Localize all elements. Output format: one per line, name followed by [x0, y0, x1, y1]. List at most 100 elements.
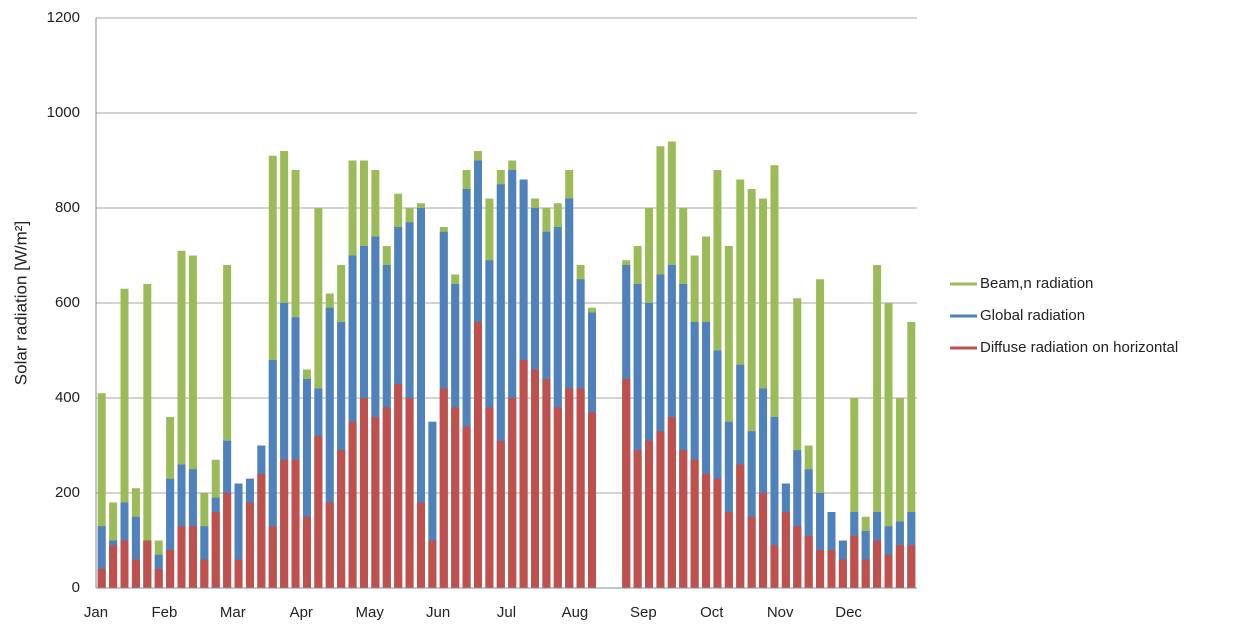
bar: [416, 208, 425, 588]
y-axis-label: Solar radiation [W/m²]: [11, 221, 30, 385]
x-tick-label: Mar: [220, 604, 246, 621]
bar: [428, 540, 437, 588]
bar: [804, 535, 813, 588]
bar: [154, 569, 163, 588]
bar: [702, 322, 711, 588]
bar: [724, 512, 733, 588]
bar: [645, 440, 654, 588]
x-tick-label: Sep: [630, 604, 657, 621]
bar: [359, 398, 368, 588]
y-tick-label: 1000: [47, 104, 80, 121]
bar: [188, 255, 197, 588]
bar: [462, 426, 471, 588]
bar: [633, 284, 642, 588]
bar: [223, 493, 232, 588]
bar: [838, 559, 847, 588]
bar: [314, 436, 323, 588]
bar: [234, 483, 243, 588]
bar: [280, 303, 289, 588]
bar: [690, 322, 699, 588]
y-tick-label: 200: [55, 484, 80, 501]
bar: [759, 388, 768, 588]
bar: [747, 431, 756, 588]
bar: [713, 478, 722, 588]
bar: [895, 398, 904, 588]
bar: [656, 431, 665, 588]
y-tick-label: 400: [55, 389, 80, 406]
bar: [690, 459, 699, 588]
bar: [268, 526, 277, 588]
bar: [462, 189, 471, 588]
bar: [280, 459, 289, 588]
bar: [816, 279, 825, 588]
bar: [713, 350, 722, 588]
legend-label: Diffuse radiation on horizontal: [980, 339, 1178, 356]
bar: [553, 407, 562, 588]
bar: [679, 284, 688, 588]
bar: [861, 559, 870, 588]
bar: [245, 502, 254, 588]
x-tick-label: Aug: [562, 604, 589, 621]
bar: [131, 559, 140, 588]
bar: [895, 545, 904, 588]
bar: [223, 265, 232, 588]
bar: [120, 540, 129, 588]
x-tick-label: May: [355, 604, 384, 621]
bar: [200, 559, 209, 588]
y-tick-label: 800: [55, 199, 80, 216]
bar: [291, 459, 300, 588]
x-tick-label: Jan: [84, 604, 108, 621]
x-tick-label: Jul: [497, 604, 516, 621]
bar: [348, 421, 357, 588]
x-tick-label: Apr: [290, 604, 313, 621]
bar: [816, 493, 825, 588]
bar: [907, 322, 916, 588]
bar: [131, 516, 140, 588]
bar: [702, 474, 711, 588]
bar: [531, 369, 539, 588]
bar: [576, 388, 585, 588]
bar: [633, 450, 642, 588]
bar: [804, 469, 813, 588]
bar: [371, 236, 380, 588]
bar: [302, 516, 311, 588]
bar: [177, 526, 186, 588]
bar: [542, 379, 551, 588]
bar: [200, 526, 209, 588]
legend-label: Global radiation: [980, 307, 1085, 324]
bar: [416, 502, 425, 588]
bar: [496, 184, 505, 588]
bar: [337, 450, 346, 588]
bar: [679, 450, 688, 588]
bar: [302, 379, 311, 588]
bar: [519, 360, 528, 588]
x-tick-label: Nov: [767, 604, 794, 621]
bar: [166, 478, 175, 588]
bar: [291, 317, 300, 588]
y-tick-label: 1200: [47, 9, 80, 26]
bar: [325, 502, 334, 588]
bar: [143, 284, 152, 588]
bar: [781, 512, 790, 588]
bar: [371, 417, 380, 588]
bar: [747, 189, 756, 588]
bar: [211, 512, 220, 588]
bar: [394, 383, 403, 588]
bar: [177, 250, 186, 588]
bar: [97, 569, 106, 588]
y-tick-label: 0: [72, 579, 80, 596]
x-tick-label: Oct: [700, 604, 724, 621]
bar: [884, 554, 893, 588]
y-tick-label: 600: [55, 294, 80, 311]
legend-label: Beam,n radiation: [980, 275, 1093, 292]
bar: [97, 393, 106, 588]
bar: [508, 170, 517, 588]
bar: [428, 421, 437, 588]
bar: [793, 450, 802, 588]
bar: [588, 412, 597, 588]
bar: [724, 421, 733, 588]
bar: [451, 407, 460, 588]
bar: [109, 545, 118, 588]
x-tick-label: Feb: [151, 604, 177, 621]
